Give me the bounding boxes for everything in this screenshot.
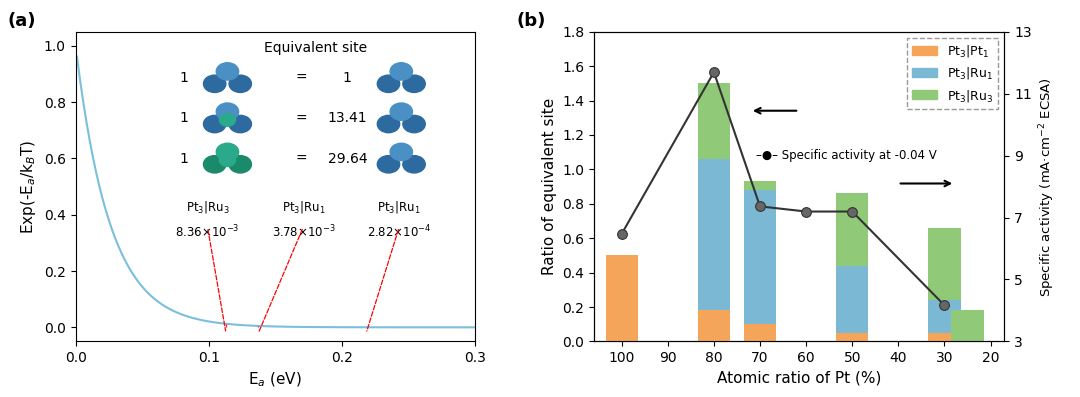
Bar — [606, 255, 638, 341]
Circle shape — [216, 103, 239, 120]
Text: =: = — [296, 152, 307, 166]
Text: 3.78×10$^{-3}$: 3.78×10$^{-3}$ — [271, 224, 335, 240]
Text: (a): (a) — [8, 12, 36, 29]
Circle shape — [403, 156, 426, 173]
Circle shape — [390, 143, 413, 160]
Circle shape — [219, 114, 235, 126]
Text: Pt$_3$|Ru$_3$: Pt$_3$|Ru$_3$ — [186, 199, 229, 215]
Text: Pt$_3$|Ru$_1$: Pt$_3$|Ru$_1$ — [378, 199, 421, 215]
Text: 1: 1 — [179, 152, 188, 166]
X-axis label: Atomic ratio of Pt (%): Atomic ratio of Pt (%) — [717, 371, 881, 386]
Circle shape — [229, 75, 252, 93]
Y-axis label: Specific activity (mA·cm$^{-2}$ ECSA): Specific activity (mA·cm$^{-2}$ ECSA) — [1038, 77, 1057, 297]
Circle shape — [229, 156, 252, 173]
Circle shape — [390, 63, 413, 80]
Bar — [929, 333, 960, 341]
Text: 8.36×10$^{-3}$: 8.36×10$^{-3}$ — [175, 224, 240, 240]
Text: 1: 1 — [342, 71, 352, 85]
Text: Equivalent site: Equivalent site — [264, 41, 367, 55]
Circle shape — [203, 156, 226, 173]
Text: =: = — [296, 112, 307, 125]
Text: 1: 1 — [179, 112, 188, 125]
Text: (b): (b) — [516, 12, 545, 29]
Text: 1: 1 — [179, 71, 188, 85]
Circle shape — [203, 116, 226, 133]
X-axis label: E$_a$ (eV): E$_a$ (eV) — [248, 371, 302, 389]
Circle shape — [203, 75, 226, 93]
Bar — [951, 310, 984, 341]
Circle shape — [377, 75, 400, 93]
Text: =: = — [296, 71, 307, 85]
Bar — [698, 310, 730, 341]
Bar — [929, 228, 960, 300]
Bar — [929, 300, 960, 333]
Circle shape — [216, 143, 239, 160]
Bar — [836, 266, 868, 333]
Circle shape — [229, 116, 252, 133]
Bar — [744, 181, 777, 190]
Bar — [836, 333, 868, 341]
Text: –●– Specific activity at -0.04 V: –●– Specific activity at -0.04 V — [756, 149, 936, 162]
Bar — [744, 324, 777, 341]
Y-axis label: Ratio of equivalent site: Ratio of equivalent site — [541, 98, 556, 275]
Text: 13.41: 13.41 — [327, 112, 367, 125]
Bar — [698, 159, 730, 310]
Circle shape — [377, 156, 400, 173]
Text: 2.82×10$^{-4}$: 2.82×10$^{-4}$ — [367, 224, 431, 240]
Circle shape — [403, 75, 426, 93]
Text: 29.64: 29.64 — [327, 152, 367, 166]
Bar — [836, 193, 868, 266]
Bar — [698, 83, 730, 159]
Y-axis label: Exp(-E$_a$/k$_B$T): Exp(-E$_a$/k$_B$T) — [19, 139, 38, 234]
Legend: Pt$_3$|Pt$_1$, Pt$_3$|Ru$_1$, Pt$_3$|Ru$_3$: Pt$_3$|Pt$_1$, Pt$_3$|Ru$_1$, Pt$_3$|Ru$… — [907, 38, 998, 108]
Circle shape — [219, 154, 235, 166]
Circle shape — [216, 63, 239, 80]
Text: Pt$_3$|Ru$_1$: Pt$_3$|Ru$_1$ — [282, 199, 325, 215]
Circle shape — [390, 103, 413, 120]
Circle shape — [377, 116, 400, 133]
Circle shape — [403, 116, 426, 133]
Bar — [744, 190, 777, 324]
